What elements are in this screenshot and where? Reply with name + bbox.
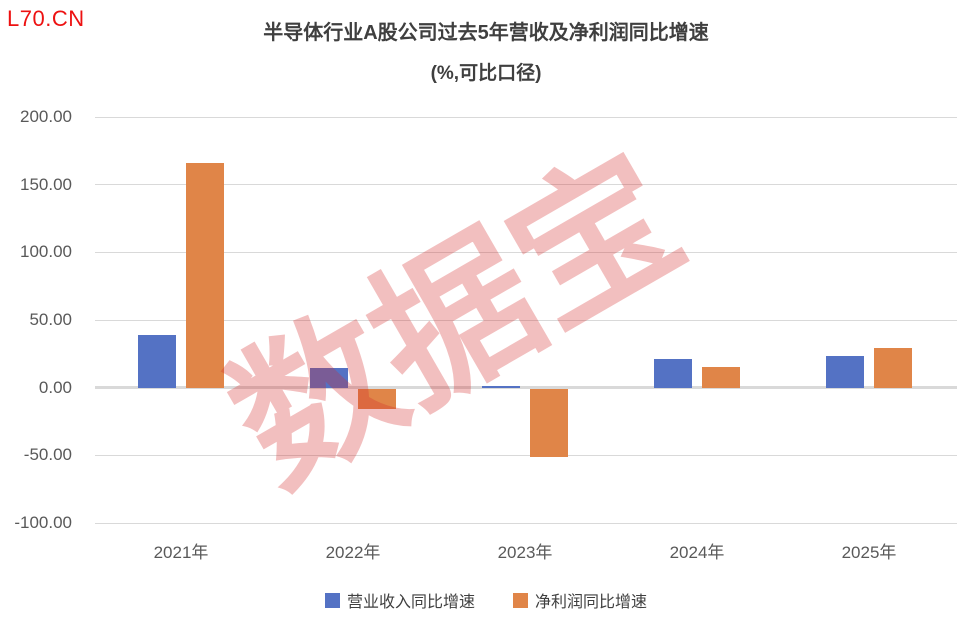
x-axis-label: 2021年 <box>153 543 209 562</box>
legend-item: 营业收入同比增速 <box>324 588 475 612</box>
bar-营业收入同比增速-2023年 <box>482 385 520 388</box>
x-axis-zero-line <box>95 386 957 390</box>
bar-净利润同比增速-2024年 <box>702 367 740 388</box>
y-axis-tick-label: 50.00 <box>29 310 72 329</box>
x-axis-label: 2025年 <box>841 543 897 562</box>
legend-label: 营业收入同比增速 <box>346 594 475 611</box>
legend-swatch-icon <box>324 592 340 608</box>
y-axis-tick-label: 200.00 <box>20 107 72 126</box>
legend: 营业收入同比增速 净利润同比增速 <box>0 588 972 612</box>
y-axis-tick-label: 100.00 <box>20 242 72 262</box>
gridline <box>95 522 957 524</box>
gridline <box>95 319 957 321</box>
x-axis-label: 2023年 <box>497 543 553 562</box>
legend-item: 净利润同比增速 <box>513 588 647 612</box>
chart-title: 半导体行业A股公司过去5年营收及净利润同比增速 <box>263 22 709 44</box>
gridline <box>95 251 957 253</box>
y-axis-tick-label: -100.00 <box>14 513 72 532</box>
x-axis-label: 2024年 <box>669 543 725 562</box>
y-axis-tick-label: 150.00 <box>20 174 72 194</box>
chart-subtitle: (%,可比口径) <box>430 63 542 84</box>
y-axis-tick-label: 0.00 <box>38 377 72 397</box>
bar-净利润同比增速-2022年 <box>358 388 396 409</box>
bar-营业收入同比增速-2025年 <box>826 356 864 388</box>
gridline <box>95 116 957 118</box>
legend-swatch-icon <box>513 592 528 608</box>
bar-净利润同比增速-2023年 <box>530 388 568 457</box>
y-axis-tick-label: -50.00 <box>23 445 72 465</box>
bar-营业收入同比增速-2024年 <box>654 358 692 388</box>
bar-营业收入同比增速-2022年 <box>310 368 348 388</box>
brand-watermark: L70.CN <box>7 6 85 31</box>
legend-label: 净利润同比增速 <box>535 594 648 611</box>
bar-净利润同比增速-2025年 <box>874 348 912 388</box>
bar-营业收入同比增速-2021年 <box>138 334 176 388</box>
gridline <box>95 184 957 186</box>
gridline <box>95 454 957 456</box>
bar-净利润同比增速-2021年 <box>186 163 224 388</box>
x-axis-label: 2022年 <box>325 543 381 562</box>
